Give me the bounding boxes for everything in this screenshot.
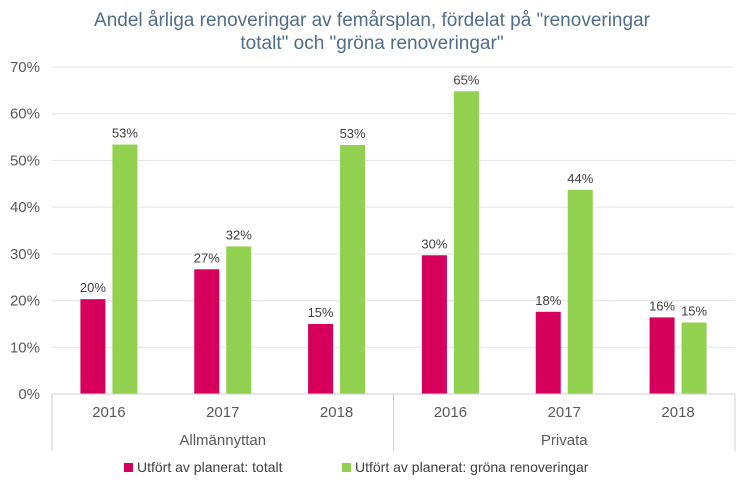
bar-grona xyxy=(453,91,479,394)
data-label: 44% xyxy=(567,171,593,186)
x-tick-label: 2018 xyxy=(661,404,694,421)
bar-totalt xyxy=(421,255,447,394)
bar-totalt xyxy=(194,269,220,394)
data-label: 27% xyxy=(194,250,220,265)
bar-grona xyxy=(340,145,366,394)
legend-label-grona: Utfört av planerat: gröna renoveringar xyxy=(355,459,589,475)
data-label: 53% xyxy=(340,126,366,141)
legend-swatch-grona xyxy=(342,463,351,472)
data-label: 32% xyxy=(226,227,252,242)
data-label: 18% xyxy=(535,293,561,308)
chart-title: Andel årliga renoveringar av femårsplan,… xyxy=(94,10,651,54)
gridlines xyxy=(52,66,735,348)
y-tick-label: 10% xyxy=(10,339,40,356)
chart-title-line-1: Andel årliga renoveringar av femårsplan,… xyxy=(94,10,651,31)
data-label: 30% xyxy=(421,236,447,251)
bar-grona xyxy=(226,246,252,394)
bar-grona xyxy=(681,322,707,394)
y-tick-label: 30% xyxy=(10,246,40,263)
legend-label-totalt: Utfört av planerat: totalt xyxy=(137,459,283,475)
x-tick-label: 2016 xyxy=(434,404,467,421)
y-tick-label: 70% xyxy=(10,59,40,76)
x-group-label: Privata xyxy=(541,432,588,449)
data-label: 16% xyxy=(649,298,675,313)
x-axis: 2016 2017 2018 Allmännyttan 2016 2017 2018 Priv… xyxy=(51,393,736,451)
y-tick-label: 40% xyxy=(10,199,40,216)
data-labels: 20% 27% 15% 30% 18% 16% 53% 32% 53% 65% 44% 15% xyxy=(80,72,708,320)
bar-totalt xyxy=(535,311,561,394)
legend: Utfört av planerat: totalt Utfört av pla… xyxy=(124,459,589,475)
x-tick-label: 2016 xyxy=(92,404,125,421)
y-tick-label: 50% xyxy=(10,152,40,169)
y-axis-ticks: 0% 10% 20% 30% 40% 50% 60% 70% xyxy=(10,59,40,403)
x-tick-label: 2018 xyxy=(320,404,353,421)
y-tick-label: 0% xyxy=(18,386,40,403)
data-label: 53% xyxy=(112,126,138,141)
x-tick-label: 2017 xyxy=(548,404,581,421)
bar-totalt xyxy=(308,323,334,394)
x-group-label: Allmännyttan xyxy=(179,432,266,449)
legend-swatch-totalt xyxy=(124,463,133,472)
data-label: 15% xyxy=(308,305,334,320)
bar-grona xyxy=(567,189,593,394)
x-tick-label: 2017 xyxy=(206,404,239,421)
data-label: 65% xyxy=(453,72,479,87)
data-label: 15% xyxy=(681,304,707,319)
bar-totalt xyxy=(80,299,106,394)
bar-totalt xyxy=(649,317,675,394)
bar-grona xyxy=(112,144,138,394)
y-tick-label: 60% xyxy=(10,106,40,123)
bars xyxy=(80,91,707,394)
chart-title-line-2: totalt" och "gröna renoveringar" xyxy=(240,33,503,54)
data-label: 20% xyxy=(80,280,106,295)
y-tick-label: 20% xyxy=(10,293,40,310)
